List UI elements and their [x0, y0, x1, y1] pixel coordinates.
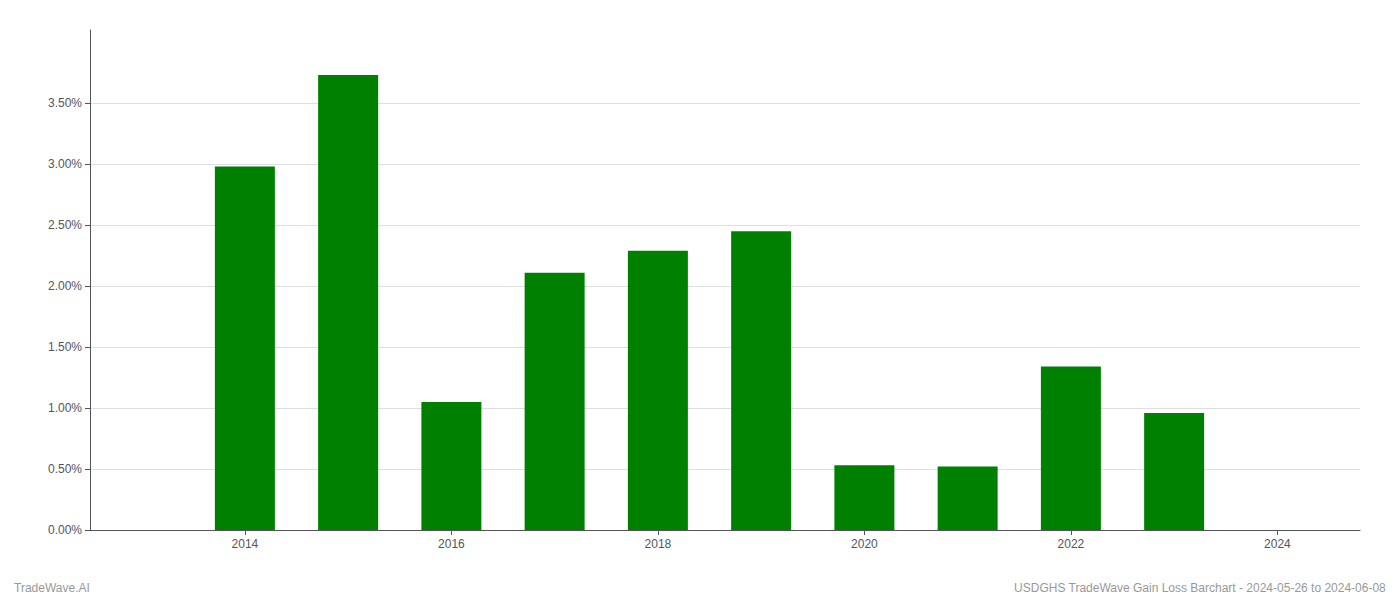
svg-text:3.00%: 3.00%	[48, 157, 82, 171]
svg-text:0.50%: 0.50%	[48, 462, 82, 476]
svg-text:2024: 2024	[1264, 537, 1291, 551]
svg-text:USDGHS TradeWave Gain Loss Bar: USDGHS TradeWave Gain Loss Barchart - 20…	[1014, 581, 1386, 595]
svg-text:2018: 2018	[645, 537, 672, 551]
svg-text:2016: 2016	[438, 537, 465, 551]
svg-text:2.00%: 2.00%	[48, 279, 82, 293]
svg-text:3.50%: 3.50%	[48, 96, 82, 110]
svg-text:0.00%: 0.00%	[48, 523, 82, 537]
svg-text:2014: 2014	[232, 537, 259, 551]
svg-text:2.50%: 2.50%	[48, 218, 82, 232]
svg-text:1.00%: 1.00%	[48, 401, 82, 415]
svg-text:TradeWave.AI: TradeWave.AI	[14, 581, 90, 595]
svg-text:2020: 2020	[851, 537, 878, 551]
svg-text:1.50%: 1.50%	[48, 340, 82, 354]
svg-text:2022: 2022	[1058, 537, 1085, 551]
